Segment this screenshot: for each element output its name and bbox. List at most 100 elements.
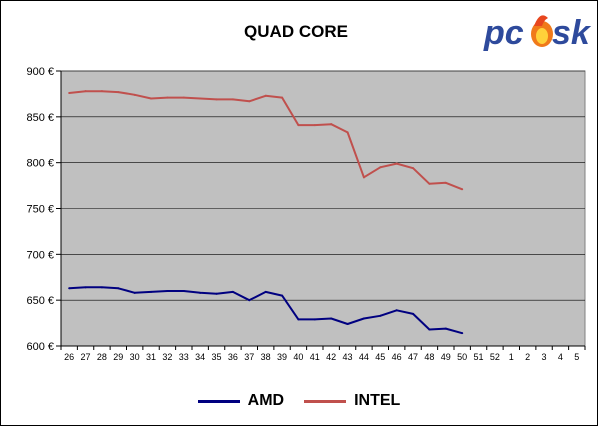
x-tick-label: 42	[326, 352, 336, 362]
data-point-amd	[68, 287, 71, 290]
data-point-intel	[313, 124, 316, 127]
x-tick-label: 40	[293, 352, 303, 362]
data-point-intel	[395, 162, 398, 165]
x-tick-label: 32	[162, 352, 172, 362]
data-point-intel	[68, 92, 71, 94]
x-tick-label: 35	[212, 352, 222, 362]
x-tick-label: 52	[490, 352, 500, 362]
x-tick-label: 5	[574, 352, 579, 362]
data-point-intel	[297, 124, 300, 127]
data-point-amd	[100, 286, 103, 289]
x-tick-label: 38	[261, 352, 271, 362]
x-tick-label: 30	[130, 352, 140, 362]
legend: AMD INTEL	[0, 392, 598, 410]
data-point-amd	[182, 290, 185, 292]
data-point-intel	[199, 97, 202, 100]
x-tick-label: 1	[509, 352, 514, 362]
data-point-intel	[428, 182, 431, 185]
x-tick-label: 28	[97, 352, 107, 362]
y-tick-label: 850 €	[26, 112, 54, 124]
data-point-amd	[313, 318, 316, 321]
y-tick-label: 700 €	[26, 249, 54, 261]
y-tick-label: 600 €	[26, 341, 54, 353]
legend-swatch-intel	[304, 399, 347, 403]
data-point-amd	[264, 290, 267, 293]
x-tick-label: 51	[474, 352, 484, 362]
x-tick-label: 4	[558, 352, 563, 362]
data-point-intel	[84, 90, 87, 93]
data-point-amd	[330, 317, 333, 320]
pcosk-logo: pc sk	[483, 14, 592, 52]
legend-label-intel: INTEL	[354, 392, 401, 409]
x-tick-label: 41	[310, 352, 320, 362]
legend-item-intel: INTEL	[304, 392, 400, 410]
logo-text-sk: sk	[552, 14, 592, 52]
data-point-amd	[362, 317, 365, 320]
data-point-amd	[297, 318, 300, 321]
y-tick-label: 800 €	[26, 158, 54, 170]
x-tick-label: 2	[525, 352, 530, 362]
x-tick-label: 48	[424, 352, 434, 362]
data-point-intel	[182, 96, 185, 99]
x-tick-label: 49	[441, 352, 451, 362]
y-tick-label: 750 €	[26, 204, 54, 216]
data-point-intel	[412, 167, 415, 170]
data-point-amd	[84, 286, 87, 289]
legend-label-amd: AMD	[247, 392, 285, 409]
data-point-amd	[199, 291, 202, 294]
data-point-amd	[248, 299, 251, 302]
x-tick-label: 34	[195, 352, 205, 362]
data-point-intel	[248, 100, 251, 103]
data-point-amd	[412, 312, 415, 315]
data-point-intel	[379, 166, 382, 169]
data-point-amd	[215, 292, 218, 295]
flame-icon	[531, 15, 553, 47]
x-tick-label: 27	[81, 352, 91, 362]
x-tick-label: 31	[146, 352, 156, 362]
data-point-amd	[444, 327, 447, 330]
data-point-intel	[362, 176, 365, 179]
x-tick-label: 43	[343, 352, 353, 362]
x-tick-label: 33	[179, 352, 189, 362]
data-point-amd	[428, 328, 431, 331]
data-point-intel	[150, 97, 153, 100]
x-tick-label: 45	[375, 352, 385, 362]
x-tick-label: 36	[228, 352, 238, 362]
data-point-amd	[395, 309, 398, 312]
data-point-intel	[264, 94, 267, 97]
y-tick-label: 900 €	[26, 66, 54, 78]
data-point-intel	[166, 96, 169, 99]
data-point-intel	[100, 90, 103, 93]
x-tick-label: 29	[113, 352, 123, 362]
data-point-amd	[461, 332, 464, 335]
x-tick-label: 50	[457, 352, 467, 362]
data-point-intel	[444, 181, 447, 184]
data-point-intel	[330, 123, 333, 126]
y-tick-label: 650 €	[26, 295, 54, 307]
data-point-amd	[231, 290, 234, 293]
x-tick-label: 46	[392, 352, 402, 362]
x-tick-label: 3	[542, 352, 547, 362]
data-point-amd	[379, 314, 382, 317]
data-point-amd	[133, 291, 136, 294]
x-tick-label: 39	[277, 352, 287, 362]
data-point-intel	[215, 98, 218, 101]
data-point-intel	[461, 188, 464, 191]
data-point-amd	[346, 323, 349, 325]
x-tick-label: 37	[244, 352, 254, 362]
legend-item-amd: AMD	[197, 392, 285, 410]
data-point-amd	[150, 290, 153, 293]
data-point-amd	[166, 290, 169, 292]
x-tick-label: 47	[408, 352, 418, 362]
data-point-intel	[117, 91, 120, 94]
x-tick-label: 26	[64, 352, 74, 362]
data-point-amd	[281, 294, 284, 297]
legend-swatch-amd	[197, 399, 240, 403]
data-point-intel	[281, 96, 284, 99]
chart-title: QUAD CORE	[244, 22, 348, 41]
data-point-intel	[133, 93, 136, 96]
data-point-amd	[117, 287, 120, 290]
data-point-intel	[346, 131, 349, 134]
logo-text-pc: pc	[483, 14, 524, 52]
